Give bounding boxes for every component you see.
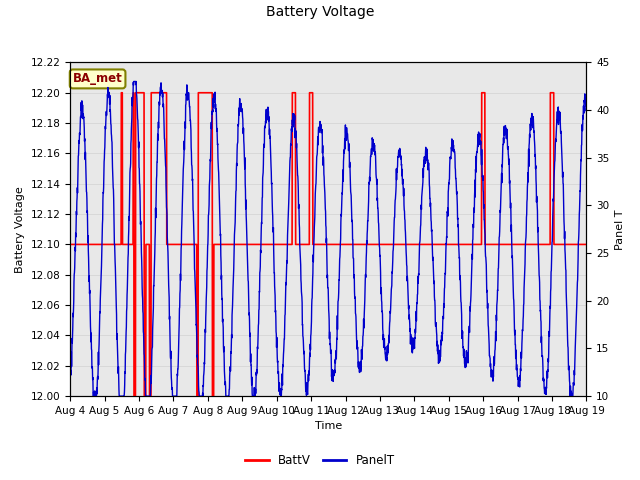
Text: Battery Voltage: Battery Voltage xyxy=(266,5,374,19)
X-axis label: Time: Time xyxy=(315,421,342,432)
Text: BA_met: BA_met xyxy=(73,72,122,85)
Y-axis label: Battery Voltage: Battery Voltage xyxy=(15,186,25,273)
Legend: BattV, PanelT: BattV, PanelT xyxy=(240,449,400,472)
Y-axis label: Panel T: Panel T xyxy=(615,209,625,250)
